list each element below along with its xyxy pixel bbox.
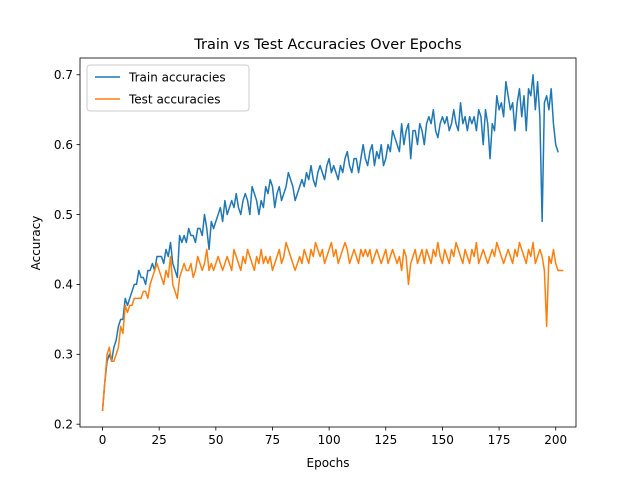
x-tick-label: 175 xyxy=(488,433,511,447)
chart-title: Train vs Test Accuracies Over Epochs xyxy=(193,37,461,53)
x-tick-label: 125 xyxy=(374,433,397,447)
y-tick-label: 0.4 xyxy=(54,278,73,292)
x-tick-label: 50 xyxy=(208,433,223,447)
y-axis: 0.2 0.3 0.4 0.5 0.6 0.7 xyxy=(54,68,80,432)
series-line-test xyxy=(101,241,564,412)
x-tick-label: 200 xyxy=(544,433,567,447)
x-tick-label: 75 xyxy=(265,433,280,447)
y-axis-label: Accuracy xyxy=(29,216,43,271)
legend-label: Train accuracies xyxy=(128,70,226,84)
y-tick-label: 0.3 xyxy=(54,348,73,362)
plot-frame xyxy=(79,57,577,428)
x-axis: 0 25 50 75 100 125 150 175 200 xyxy=(99,427,567,447)
legend: Train accuracies Test accuracies xyxy=(86,64,250,112)
legend-label: Test accuracies xyxy=(128,92,220,106)
x-tick-label: 0 xyxy=(99,433,107,447)
x-tick-label: 25 xyxy=(152,433,167,447)
y-tick-label: 0.5 xyxy=(54,208,73,222)
x-tick-label: 150 xyxy=(431,433,454,447)
legend-box xyxy=(86,64,250,112)
y-tick-label: 0.2 xyxy=(54,418,73,432)
plot-background xyxy=(80,58,576,427)
series-line-train xyxy=(101,74,559,412)
y-tick-label: 0.7 xyxy=(54,68,73,82)
plot-area xyxy=(79,57,577,428)
x-axis-label: Epochs xyxy=(307,456,350,470)
x-tick-label: 100 xyxy=(318,433,341,447)
y-tick-label: 0.6 xyxy=(54,138,73,152)
